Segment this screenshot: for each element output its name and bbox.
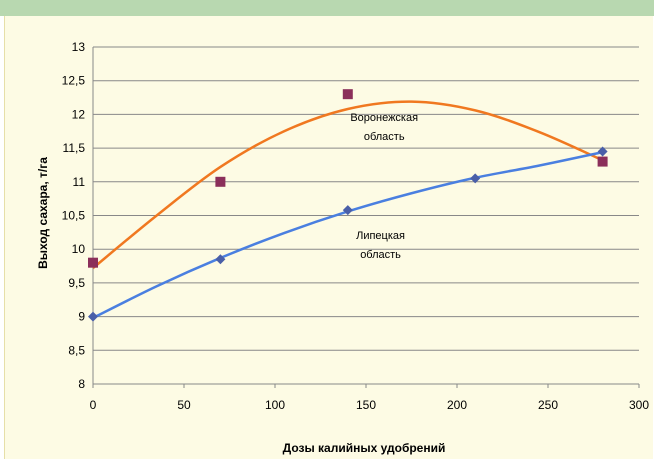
trend-line-2 <box>92 150 603 320</box>
y-tick-label: 11,5 <box>63 141 86 155</box>
annotations: Воронежская область Липецкая область <box>350 112 418 261</box>
y-tick-label: 9,5 <box>68 276 85 290</box>
data-point-diamond <box>215 254 226 265</box>
x-tick-label: 250 <box>538 398 558 412</box>
data-points <box>88 89 608 322</box>
trend-line-1 <box>92 100 604 270</box>
data-point-diamond <box>88 311 98 322</box>
top-bar <box>0 0 654 16</box>
x-tick-label: 100 <box>265 398 285 412</box>
y-tick-label: 10,5 <box>62 209 86 223</box>
y-tick-label: 12 <box>72 107 86 121</box>
axes <box>92 47 640 388</box>
x-tick-label: 300 <box>629 398 649 412</box>
data-point-diamond <box>597 146 608 157</box>
x-tick-label: 0 <box>90 398 97 412</box>
series-annotation-1: Воронежская область <box>350 112 418 143</box>
chart-frame <box>4 16 653 459</box>
series-annotation-2: Липецкая область <box>356 230 405 261</box>
data-point-diamond <box>470 173 481 184</box>
y-tick-label: 8 <box>78 377 85 391</box>
y-tick-label: 12,5 <box>62 74 86 88</box>
y-tick-label: 8,5 <box>68 343 85 357</box>
data-point-square <box>342 89 353 100</box>
y-tick-label: 10 <box>72 242 86 256</box>
x-tick-label: 200 <box>447 398 467 412</box>
annotation-line: Липецкая <box>356 230 405 242</box>
y-axis-title: Выход сахара, т/га <box>36 157 50 269</box>
annotation-line: Воронежская <box>350 112 418 124</box>
y-tick-label: 11 <box>73 175 86 189</box>
data-point-square <box>215 176 226 187</box>
annotation-line: область <box>364 131 405 143</box>
x-tick-label: 50 <box>177 398 191 412</box>
x-axis-title: Дозы калийных удобрений <box>283 441 446 455</box>
tick-labels: 8 8,5 9 9,5 10 10,5 11 11,5 12 12,5 13 0 50 100 150 200… <box>62 40 650 412</box>
data-point-square <box>597 156 608 167</box>
data-point-square <box>88 257 98 268</box>
x-tick-label: 150 <box>356 398 376 412</box>
y-tick-label: 9 <box>78 310 85 324</box>
annotation-line: область <box>360 249 401 261</box>
grid-lines <box>93 46 639 385</box>
y-tick-label: 13 <box>72 40 86 54</box>
data-point-diamond <box>342 205 353 216</box>
